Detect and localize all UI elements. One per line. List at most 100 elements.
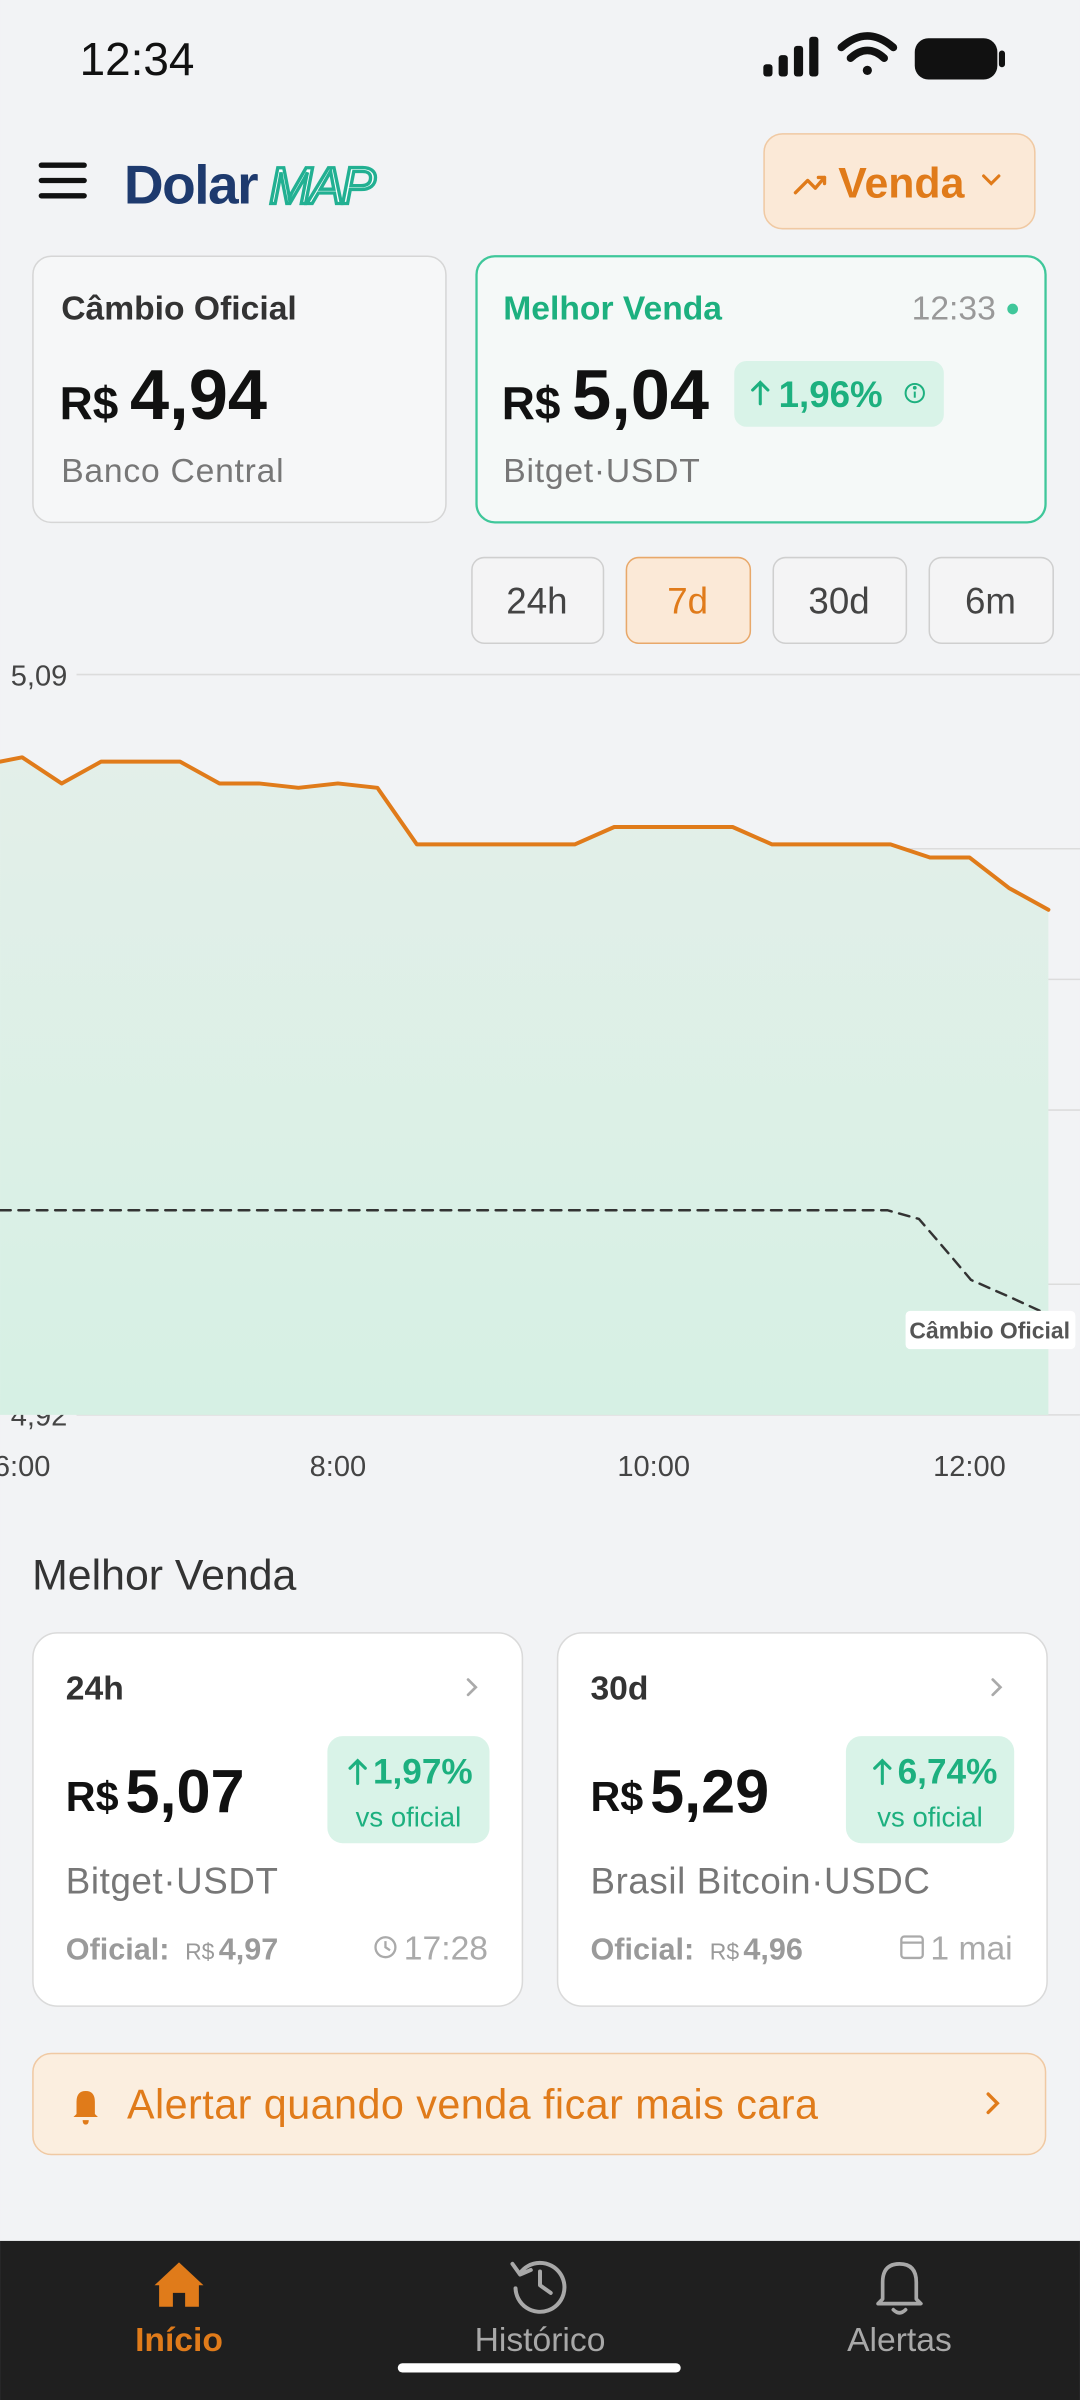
range-button-bg — [772, 556, 908, 644]
nav-item[interactable]: Início — [135, 2262, 223, 2359]
wifi-icon — [837, 32, 898, 75]
bell-icon — [73, 2091, 98, 2125]
chevron-right — [986, 2092, 1000, 2115]
official-label: Oficial: — [66, 1932, 170, 1966]
x-tick-label: 8:00 — [310, 1451, 367, 1483]
trend-icon — [793, 175, 827, 195]
rate-value: 5,04 — [572, 355, 709, 434]
home-indicator — [397, 2363, 681, 2373]
mode-button[interactable]: Venda — [763, 133, 1036, 230]
chevron-right — [991, 1678, 1003, 1697]
range-button-bg — [625, 556, 752, 644]
range-button-bg — [928, 556, 1054, 644]
rate-source: Banco Central — [61, 453, 284, 490]
range-button[interactable]: 6m — [928, 556, 1054, 644]
change-note: vs oficial — [877, 1801, 983, 1832]
currency: R$ — [66, 1774, 119, 1820]
offer-period: 24h — [66, 1670, 124, 1707]
change-value: 1,97% — [373, 1753, 473, 1792]
offer-period: 30d — [590, 1670, 648, 1707]
currency: R$ — [590, 1774, 643, 1820]
offer-card[interactable]: 30d R$ 5,29 6,74% vs oficial Brasil Bitcoin·U… — [556, 1632, 1048, 2007]
mode-button-bg — [763, 133, 1036, 230]
chart: 5,095,055,024,994,954,926:008:0010:0012:… — [0, 660, 1080, 1483]
info-icon — [904, 382, 925, 404]
change-pill — [327, 1736, 490, 1844]
x-tick-label: 10:00 — [617, 1451, 690, 1483]
alert-button[interactable]: Alertar quando venda ficar mais cara — [32, 2052, 1047, 2156]
calendar-icon — [900, 1935, 924, 1960]
series-line — [0, 755, 1051, 912]
brand-accent: MAP — [269, 157, 376, 215]
official-value: 4,96 — [743, 1932, 803, 1966]
range-label: 30d — [808, 580, 869, 621]
currency: R$ — [60, 377, 119, 429]
range-label: 24h — [506, 580, 567, 621]
best-card[interactable]: Melhor Venda 12:33 R$ 5,04 1,96% Bitget·… — [475, 255, 1047, 524]
x-tick-label: 6:00 — [0, 1451, 50, 1483]
menu-button[interactable] — [38, 162, 87, 199]
alerts-icon — [876, 2262, 923, 2315]
official-label: Oficial: — [590, 1932, 694, 1966]
update-time: 12:33 — [912, 291, 996, 328]
x-tick-label: 12:00 — [933, 1451, 1006, 1483]
up-arrow — [873, 1758, 892, 1786]
card-title: Câmbio Oficial — [61, 291, 297, 328]
up-arrow — [348, 1758, 367, 1786]
clock-hands — [384, 1941, 391, 1952]
nav-item[interactable]: Histórico — [475, 2260, 606, 2359]
alert-text: Alertar quando venda ficar mais cara — [127, 2082, 818, 2128]
history-icon — [510, 2260, 567, 2314]
nav: Início Histórico Alertas — [135, 2260, 952, 2359]
card-bg — [32, 255, 447, 524]
series-area — [0, 757, 1049, 1415]
official-value: 4,97 — [219, 1932, 279, 1966]
range-button[interactable]: 24h — [471, 556, 605, 644]
official-currency: R$ — [185, 1938, 215, 1964]
offer-value: 5,07 — [125, 1758, 244, 1826]
home-icon — [154, 2262, 204, 2307]
nav-label: Alertas — [847, 2322, 952, 2359]
change-note: vs oficial — [356, 1801, 462, 1832]
offer-source: Brasil Bitcoin·USDC — [590, 1861, 930, 1902]
legend-label: Câmbio Oficial — [909, 1317, 1070, 1343]
status-time: 12:34 — [80, 33, 195, 85]
clock-icon — [374, 1936, 397, 1959]
change-value: 6,74% — [898, 1753, 998, 1792]
offer-card-bg — [556, 1632, 1048, 2007]
up-arrow — [751, 380, 770, 406]
series-line — [0, 1209, 1050, 1316]
chevron-down — [982, 174, 1001, 186]
change-value: 1,96% — [779, 374, 883, 415]
range-button[interactable]: 7d — [625, 556, 752, 644]
change-pill — [845, 1736, 1015, 1844]
signal-icon — [763, 36, 819, 77]
chevron-right — [466, 1678, 478, 1697]
brand-main: Dolar — [124, 153, 258, 215]
range-label: 7d — [667, 580, 708, 621]
offer-source: Bitget·USDT — [66, 1861, 279, 1902]
series-label: Câmbio Oficial — [905, 1310, 1076, 1350]
change-pill — [734, 360, 944, 427]
range-button[interactable]: 30d — [772, 556, 908, 644]
nav-item[interactable]: Alertas — [847, 2262, 952, 2359]
offer-stamp: 1 mai — [930, 1930, 1012, 1967]
rate-value: 4,94 — [130, 355, 267, 434]
live-dot — [1007, 303, 1019, 315]
offer-stamp: 17:28 — [404, 1930, 488, 1967]
mode-label: Venda — [838, 159, 965, 207]
rate-source: Bitget·USDT — [503, 453, 700, 490]
nav-label: Início — [135, 2322, 223, 2359]
section-title: Melhor Venda — [32, 1551, 296, 1599]
offer-card-bg — [32, 1632, 524, 2007]
nav-label: Histórico — [475, 2322, 606, 2359]
official-card[interactable]: Câmbio Oficial R$ 4,94 Banco Central — [32, 255, 447, 524]
range-button-bg — [471, 556, 605, 644]
series-label-bg — [905, 1310, 1076, 1350]
y-tick-label: 5,09 — [11, 660, 68, 692]
offer-value: 5,29 — [650, 1758, 769, 1826]
